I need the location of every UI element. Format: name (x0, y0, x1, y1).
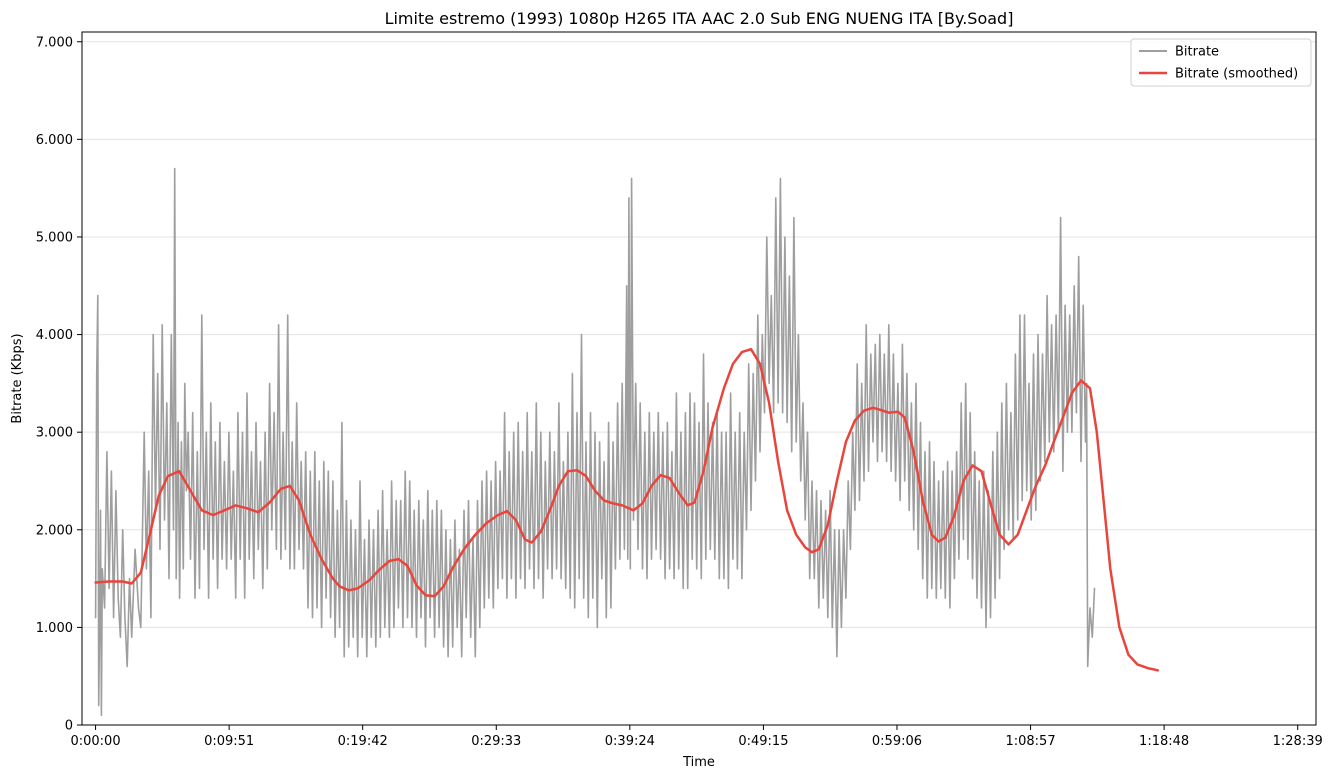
series-line-bitrate (94, 167, 1096, 716)
chart-title: Limite estremo (1993) 1080p H265 ITA AAC… (385, 9, 1014, 28)
x-tick-label: 0:59:06 (872, 734, 922, 749)
x-tick-label: 0:19:42 (338, 734, 388, 749)
legend-label-bitrate-smoothed: Bitrate (smoothed) (1175, 67, 1298, 82)
y-tick-label: 5.000 (36, 230, 73, 245)
x-tick-label: 0:49:15 (738, 734, 788, 749)
x-tick-label: 0:29:33 (471, 734, 521, 749)
axes (81, 31, 1317, 726)
x-tick-label: 1:28:39 (1273, 734, 1323, 749)
x-axis-label: Time (682, 755, 715, 770)
x-tick-label: 0:39:24 (605, 734, 655, 749)
series-layer (94, 167, 1160, 716)
legend-box (1130, 38, 1312, 87)
x-tick-label: 0:09:51 (204, 734, 254, 749)
gridlines (82, 41, 1316, 726)
y-tick-label: 7.000 (36, 35, 73, 50)
y-tick-label: 0 (65, 719, 73, 734)
y-tick-label: 1.000 (36, 621, 73, 636)
y-tick-label: 4.000 (36, 328, 73, 343)
y-tick-label: 3.000 (36, 426, 73, 441)
y-ticks: 0 1.000 2.000 3.000 4.000 5.000 6.000 7.000 (36, 35, 82, 734)
y-tick-label: 2.000 (36, 523, 73, 538)
y-tick-label: 6.000 (36, 133, 73, 148)
x-tick-label: 1:18:48 (1139, 734, 1189, 749)
legend-label-bitrate: Bitrate (1175, 45, 1219, 60)
y-axis-label: Bitrate (Kbps) (10, 333, 25, 423)
legend: Bitrate Bitrate (smoothed) (1130, 38, 1312, 87)
x-tick-label: 1:08:57 (1005, 734, 1055, 749)
x-ticks: 0:00:00 0:09:51 0:19:42 0:29:33 0:39:24 0:49:… (70, 725, 1323, 749)
series-line-bitrate-smoothed (94, 347, 1160, 672)
x-tick-label: 0:00:00 (70, 734, 120, 749)
plot-frame (81, 31, 1317, 726)
